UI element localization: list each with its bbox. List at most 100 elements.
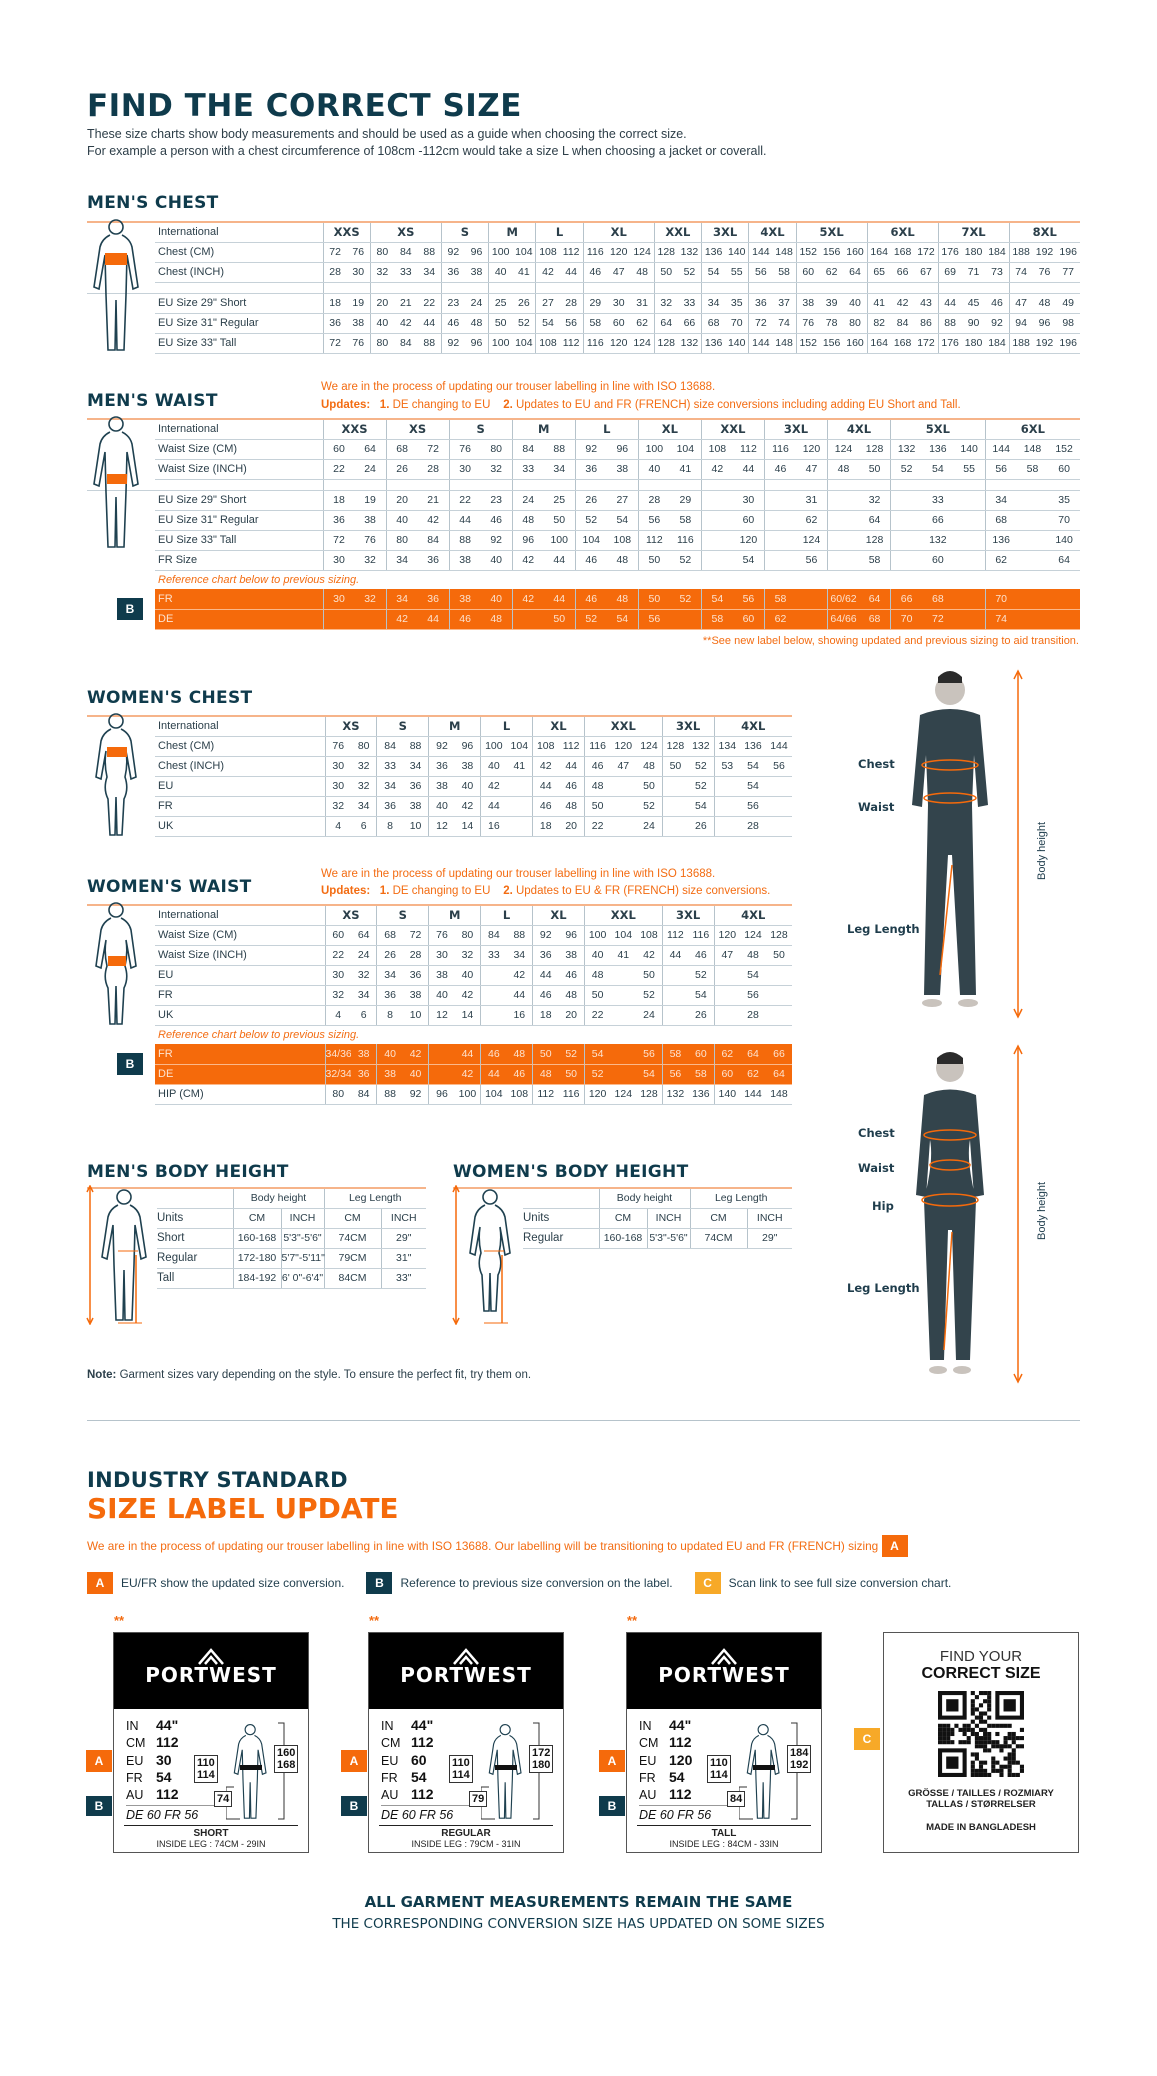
badge-a: A [881,1535,908,1557]
table-cell: 38 [558,945,585,966]
size-header: XS [324,904,377,926]
woman-model-photo [916,1044,1023,1384]
table-cell [795,589,828,610]
size-header: XXS [322,221,371,243]
table-cell [765,796,792,817]
gap-cell [890,282,915,294]
table-cell: 30 [324,756,351,777]
table-cell: 33 [393,262,418,283]
table-cell: 80 [385,530,418,551]
table-cell [890,550,923,571]
update-2: Updates to EU & FR (FRENCH) size convers… [515,885,771,897]
men-waist-updates: Updates: 1. DE changing to EU 2. Updates… [321,396,961,414]
table-cell: 54 [740,756,766,777]
table-cell: 23 [440,293,465,314]
table-cell: 62 [795,510,828,531]
table-cell [713,985,740,1006]
table-row: DE 32/34 36 38 40 42 44 46 48 50 52 54 56 58 60 62 64 [87,1064,792,1085]
table-cell: 156 [819,333,844,354]
table-cell: 112 [559,333,584,354]
table-cell: 43 [914,293,939,314]
table-cell: 88 [402,736,429,757]
label-divider [124,1825,298,1826]
gap-cell [701,282,726,294]
portwest-logo-icon [711,1648,737,1665]
table-cell [354,609,387,630]
size-header: XS [385,418,450,440]
gap-cell [1032,282,1057,294]
row-label: DE [155,1064,325,1085]
table-cell: 22 [448,490,481,511]
unit: CM [598,1208,647,1229]
table-cell: 128 [661,736,689,757]
table-cell: 152 [795,333,820,354]
table-cell: 44 [937,293,962,314]
badge-b: B [117,1053,143,1075]
table-cell: 40 [480,756,507,777]
table-cell [765,776,792,797]
table-cell: 40 [369,313,394,334]
qr-languages-1: GRÖSSE / TAILLES / ROZMIARY [908,1788,1054,1799]
female-figure-waist-icon [95,902,137,1025]
garment-note: Note: Garment sizes vary depending on th… [87,1369,531,1381]
waist-min: 110 [197,1757,215,1769]
table-cell: 40 [843,293,868,314]
table-cell: 38 [448,589,481,610]
table-cell: 140 [953,439,986,460]
table-cell: 92 [402,1084,429,1105]
table-cell: 32 [324,985,351,1006]
size-header: S [448,418,513,440]
qr-code-icon[interactable] [938,1691,1024,1777]
table-cell: 50 [583,985,611,1006]
table-cell: 56 [636,1044,663,1065]
table-cell: 120 [713,925,740,946]
size-system: FR [639,1770,656,1785]
table-cell: 36 [322,313,347,334]
table-row: EU 30 32 34 36 38 40 42 44 46 48 50 52 54 [87,776,792,797]
table-cell: 50 [653,262,678,283]
table-cell [1016,609,1049,630]
table-cell: 50 [488,313,513,334]
table-cell: 42 [480,776,507,797]
gap-cell [914,282,939,294]
table-cell [713,796,740,817]
table-cell: 88 [543,439,576,460]
gap-cell [480,479,513,491]
gap-cell [488,282,513,294]
size-header: 3XL [661,715,715,737]
table-cell: 116 [582,333,607,354]
table-cell: 41 [610,945,637,966]
table-cell [610,776,637,797]
table-cell [480,985,507,1006]
table-cell: 32 [859,490,891,511]
table-cell: 104 [512,242,536,263]
size-system: AU [126,1788,144,1803]
row-label: International [155,418,323,440]
gap-cell [922,479,954,491]
women-chest-title: WOMEN'S CHEST [87,688,253,708]
table-cell [480,1005,507,1026]
row-label: Chest (CM) [155,736,325,757]
table-cell: 40 [583,945,611,966]
unit: CM [323,1208,381,1229]
table-cell: 112 [558,736,585,757]
table-cell [763,550,796,571]
table-cell [428,1064,455,1085]
table-cell: 42 [417,510,450,531]
table-cell: 168 [890,333,915,354]
table-cell: 128 [859,439,891,460]
size-line: IN 44" [126,1717,179,1734]
gap-cell [448,479,481,491]
table-cell: 52 [669,589,702,610]
table-cell: 120 [732,530,765,551]
table-cell: 50 [558,1064,585,1085]
size-header-row: International XXS XS S M L XL XXL 3XL 4XL 5XL 6XL [87,418,1080,440]
table-cell: 108 [700,439,733,460]
units-label: Units [523,1208,599,1229]
table-cell: 42 [393,313,418,334]
size-header: XXL [583,715,663,737]
gap-cell [937,282,962,294]
table-cell: 36 [532,945,559,966]
row-label: EU Size 33" Tall [155,333,323,354]
table-cell: 104 [480,1084,507,1105]
